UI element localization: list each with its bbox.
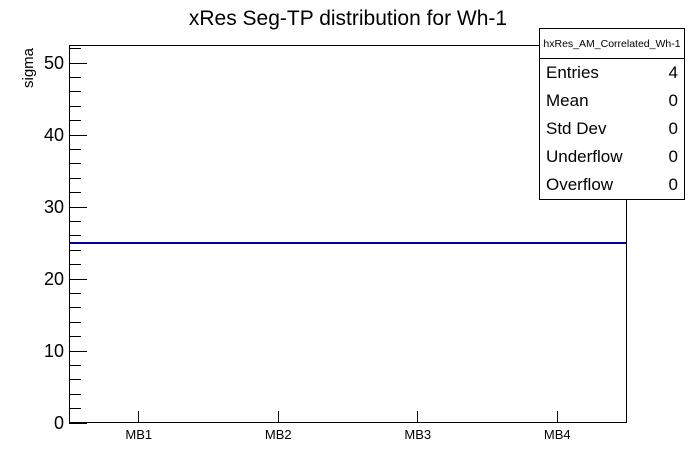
stats-value: 0 [668, 175, 678, 194]
stats-box[interactable]: hxRes_AM_Correlated_Wh-1 Entries 4 Mean … [539, 28, 685, 200]
stats-value: 0 [668, 147, 678, 166]
stats-label: Entries [546, 63, 599, 82]
y-minor-tick [69, 307, 81, 309]
x-tick [556, 411, 558, 423]
x-tick-label: MB2 [264, 427, 292, 442]
y-major-tick [69, 422, 87, 424]
y-minor-tick [69, 336, 81, 338]
x-tick-label: MB3 [404, 427, 432, 442]
stats-value: 0 [668, 119, 678, 138]
x-tick-label: MB4 [543, 427, 571, 442]
y-minor-tick [69, 76, 81, 78]
y-major-tick [69, 350, 87, 352]
stats-row-entries: Entries 4 [540, 59, 684, 87]
y-minor-tick [69, 249, 81, 251]
y-minor-tick [69, 235, 81, 237]
y-minor-tick [69, 408, 81, 410]
y-minor-tick [69, 163, 81, 165]
stats-label: Overflow [546, 175, 614, 194]
stats-box-header: hxRes_AM_Correlated_Wh-1 [540, 29, 684, 59]
stats-label: Mean [546, 91, 589, 110]
y-minor-tick [69, 364, 81, 366]
y-tick-label: 50 [43, 53, 64, 73]
y-major-tick [69, 134, 87, 136]
histogram-line [208, 242, 348, 244]
y-minor-tick [69, 379, 81, 381]
y-minor-tick [69, 192, 81, 194]
y-tick-label: 20 [43, 269, 64, 289]
y-tick-label: 40 [43, 125, 64, 145]
y-tick-label: 30 [43, 197, 64, 217]
plot-title: xRes Seg-TP distribution for Wh-1 [188, 7, 508, 30]
stats-box-rows: Entries 4 Mean 0 Std Dev 0 Underflow 0 O… [540, 59, 684, 199]
histogram-line [348, 242, 488, 244]
stats-label: Underflow [546, 147, 623, 166]
y-minor-tick [69, 91, 81, 93]
stats-value: 4 [668, 63, 678, 82]
stats-row-overflow: Overflow 0 [540, 171, 684, 199]
y-minor-tick [69, 220, 81, 222]
y-minor-tick [69, 148, 81, 150]
y-major-tick [69, 278, 87, 280]
plot-frame [69, 45, 627, 423]
y-minor-tick [69, 177, 81, 179]
stats-label: Std Dev [546, 119, 607, 138]
y-minor-tick [69, 120, 81, 122]
x-tick [138, 411, 140, 423]
y-minor-tick [69, 48, 81, 50]
y-minor-tick [69, 105, 81, 107]
y-tick-label: 10 [43, 341, 64, 361]
y-major-tick [69, 206, 87, 208]
y-major-tick [69, 62, 87, 64]
x-tick-label: MB1 [125, 427, 153, 442]
histogram-line [69, 242, 209, 244]
x-tick [277, 411, 279, 423]
stats-row-underflow: Underflow 0 [540, 143, 684, 171]
x-tick [417, 411, 419, 423]
y-minor-tick [69, 321, 81, 323]
stats-row-stddev: Std Dev 0 [540, 115, 684, 143]
y-minor-tick [69, 393, 81, 395]
stats-row-mean: Mean 0 [540, 87, 684, 115]
y-tick-label: 0 [53, 413, 64, 433]
stats-value: 0 [668, 91, 678, 110]
y-minor-tick [69, 264, 81, 266]
y-minor-tick [69, 292, 81, 294]
histogram-line [487, 242, 627, 244]
